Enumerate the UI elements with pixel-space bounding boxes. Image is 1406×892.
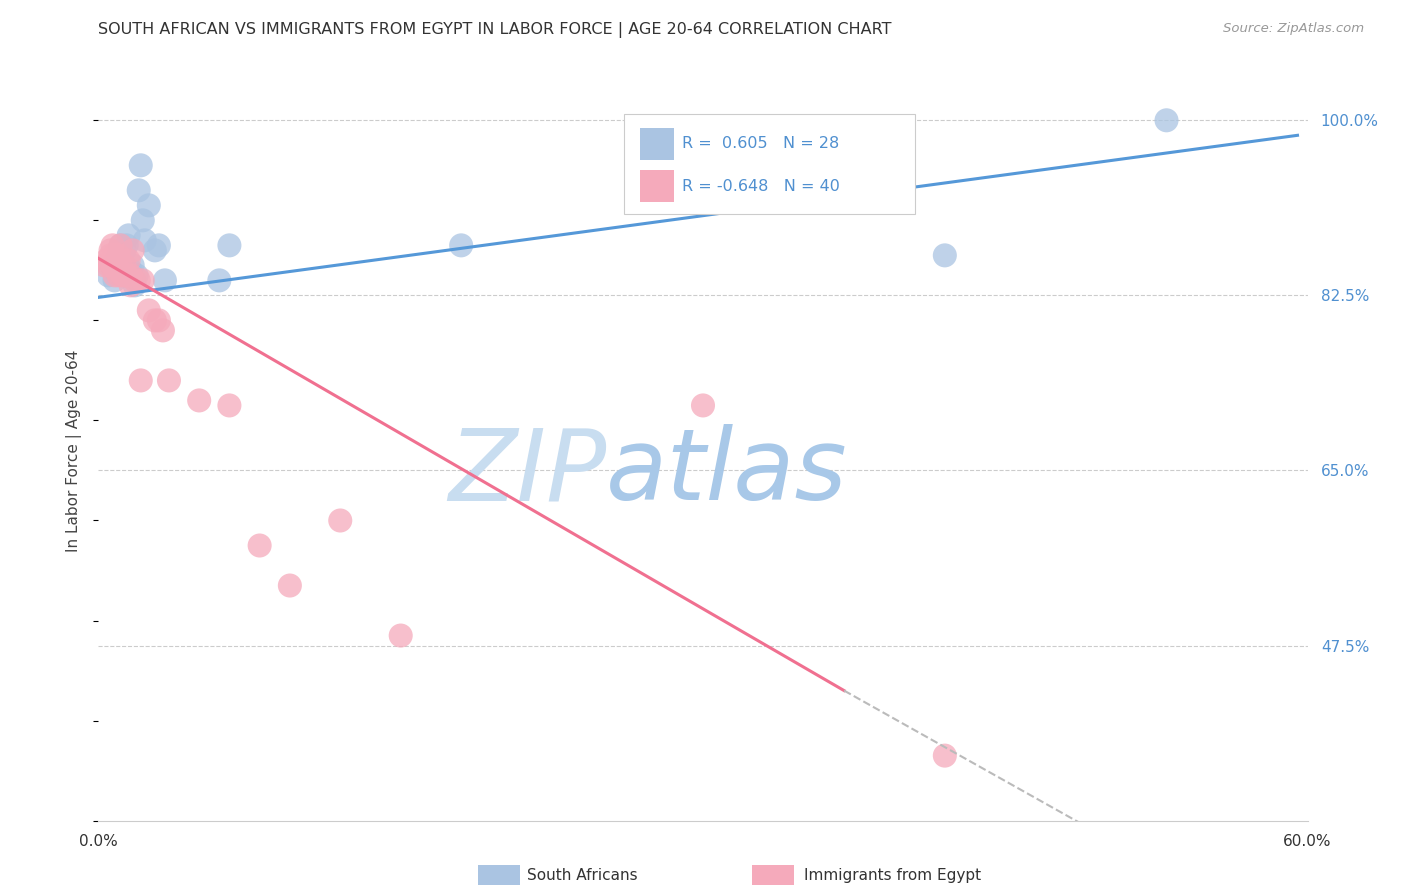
Point xyxy=(143,313,166,327)
Point xyxy=(114,259,136,273)
Point xyxy=(101,259,124,273)
Point xyxy=(148,238,170,252)
Point xyxy=(249,539,271,553)
Point xyxy=(118,253,141,268)
Point xyxy=(218,399,240,413)
Y-axis label: In Labor Force | Age 20-64: In Labor Force | Age 20-64 xyxy=(66,350,83,551)
Point xyxy=(97,268,120,283)
Point xyxy=(128,183,150,197)
Point xyxy=(124,273,146,287)
Point xyxy=(115,268,138,283)
Point xyxy=(129,158,152,172)
Point xyxy=(105,263,128,277)
Point xyxy=(105,259,128,273)
Text: atlas: atlas xyxy=(606,425,848,521)
Point xyxy=(278,578,301,592)
Point xyxy=(111,259,134,273)
Point xyxy=(450,238,472,252)
Point xyxy=(132,273,155,287)
Point xyxy=(121,259,143,273)
Point xyxy=(107,248,129,262)
Point xyxy=(114,244,136,258)
Point xyxy=(120,268,142,283)
Point xyxy=(110,238,132,252)
Text: Immigrants from Egypt: Immigrants from Egypt xyxy=(804,868,981,882)
Text: R =  0.605   N = 28: R = 0.605 N = 28 xyxy=(682,136,839,152)
Point xyxy=(125,268,148,283)
Text: SOUTH AFRICAN VS IMMIGRANTS FROM EGYPT IN LABOR FORCE | AGE 20-64 CORRELATION CH: SOUTH AFRICAN VS IMMIGRANTS FROM EGYPT I… xyxy=(98,22,891,38)
Point xyxy=(157,373,180,387)
Point xyxy=(120,263,142,277)
Point xyxy=(103,273,125,287)
Point xyxy=(115,238,138,252)
Point xyxy=(110,259,132,273)
Point xyxy=(934,248,956,262)
FancyBboxPatch shape xyxy=(640,169,673,202)
Point xyxy=(329,514,352,528)
Point xyxy=(120,278,142,293)
Point xyxy=(148,313,170,327)
Point xyxy=(134,233,156,247)
Point xyxy=(107,268,129,283)
Point xyxy=(124,278,146,293)
FancyBboxPatch shape xyxy=(640,128,673,161)
Text: South Africans: South Africans xyxy=(527,868,638,882)
Point xyxy=(389,629,412,643)
Point xyxy=(188,393,211,408)
Text: R = -0.648   N = 40: R = -0.648 N = 40 xyxy=(682,178,841,194)
Point xyxy=(93,259,115,273)
Point xyxy=(132,213,155,227)
Point xyxy=(692,399,714,413)
Point xyxy=(103,268,125,283)
Point xyxy=(107,248,129,262)
Point xyxy=(105,259,128,273)
Point xyxy=(1156,113,1178,128)
Point xyxy=(218,238,240,252)
Point xyxy=(138,303,160,318)
Point xyxy=(101,238,124,252)
Point xyxy=(143,244,166,258)
Point xyxy=(100,248,122,262)
FancyBboxPatch shape xyxy=(624,113,915,213)
Point xyxy=(129,373,152,387)
Point xyxy=(934,748,956,763)
Point xyxy=(97,259,120,273)
Point xyxy=(96,253,118,268)
Point xyxy=(101,259,124,273)
Point xyxy=(128,273,150,287)
Point xyxy=(103,248,125,262)
Text: ZIP: ZIP xyxy=(449,425,606,521)
Point xyxy=(138,198,160,212)
Point xyxy=(111,268,134,283)
Point xyxy=(208,273,231,287)
Text: Source: ZipAtlas.com: Source: ZipAtlas.com xyxy=(1223,22,1364,36)
Point xyxy=(118,228,141,243)
Point xyxy=(114,268,136,283)
Point xyxy=(100,244,122,258)
Point xyxy=(110,238,132,252)
Point xyxy=(121,244,143,258)
Point xyxy=(152,323,174,337)
Point xyxy=(153,273,176,287)
